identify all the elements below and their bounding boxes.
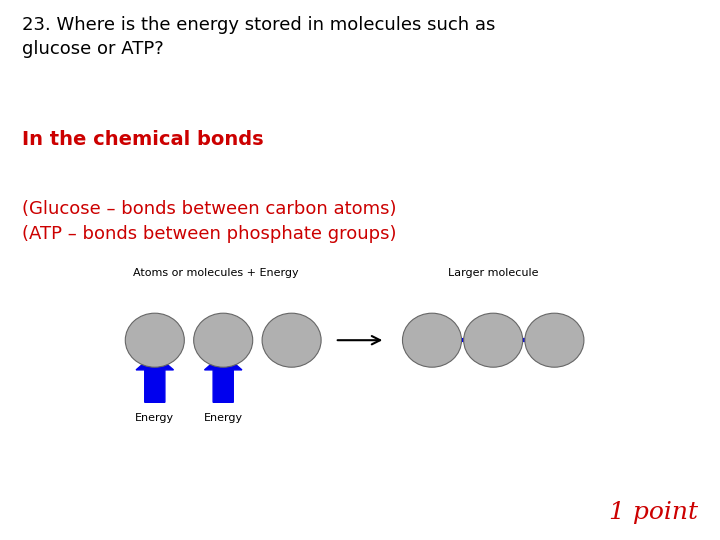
Text: Energy: Energy	[135, 413, 174, 423]
Text: 1 point: 1 point	[609, 501, 698, 524]
Text: (Glucose – bonds between carbon atoms)
(ATP – bonds between phosphate groups): (Glucose – bonds between carbon atoms) (…	[22, 200, 396, 243]
Text: 23. Where is the energy stored in molecules such as
glucose or ATP?: 23. Where is the energy stored in molecu…	[22, 16, 495, 58]
Ellipse shape	[525, 313, 584, 367]
Text: Energy: Energy	[204, 413, 243, 423]
FancyArrow shape	[204, 354, 242, 402]
Ellipse shape	[125, 313, 184, 367]
FancyArrow shape	[136, 354, 174, 402]
Ellipse shape	[464, 313, 523, 367]
Ellipse shape	[262, 313, 321, 367]
Text: Larger molecule: Larger molecule	[448, 268, 539, 278]
Text: In the chemical bonds: In the chemical bonds	[22, 130, 264, 148]
Text: Atoms or molecules + Energy: Atoms or molecules + Energy	[133, 268, 299, 278]
Ellipse shape	[402, 313, 462, 367]
Ellipse shape	[194, 313, 253, 367]
